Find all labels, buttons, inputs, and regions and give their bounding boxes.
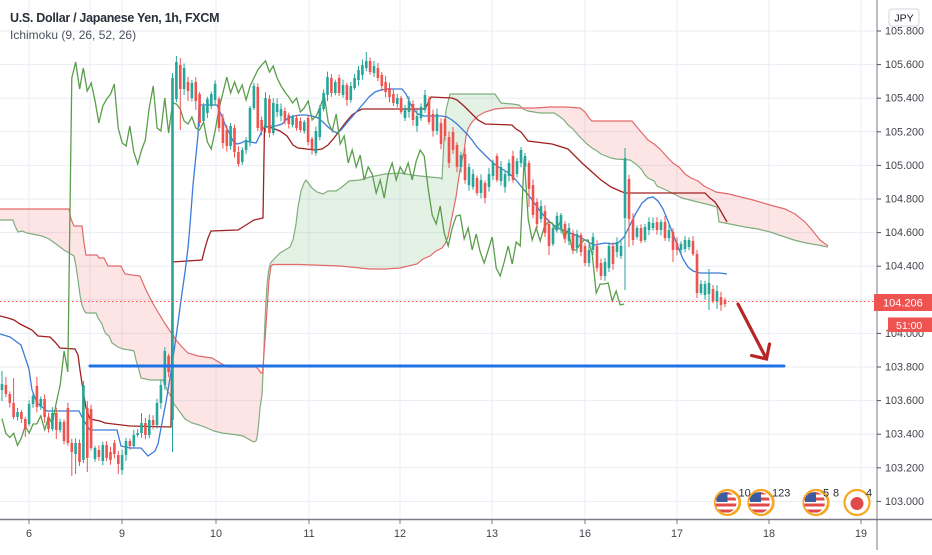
svg-text:105.800: 105.800: [885, 26, 924, 38]
svg-text:105.200: 105.200: [885, 126, 924, 138]
svg-text:17: 17: [671, 528, 683, 540]
svg-text:Ichimoku (9, 26, 52, 26): Ichimoku (9, 26, 52, 26): [10, 28, 136, 42]
svg-text:104.600: 104.600: [885, 227, 924, 239]
svg-text:4: 4: [866, 488, 872, 500]
svg-text:103.600: 103.600: [885, 395, 924, 407]
svg-text:10: 10: [739, 488, 751, 500]
svg-text:103.000: 103.000: [885, 496, 924, 508]
svg-text:103.200: 103.200: [885, 462, 924, 474]
svg-text:123: 123: [772, 488, 790, 500]
svg-text:105.600: 105.600: [885, 59, 924, 71]
svg-text:103.400: 103.400: [885, 429, 924, 441]
svg-text:5: 5: [823, 488, 829, 500]
svg-text:105.000: 105.000: [885, 160, 924, 172]
svg-text:6: 6: [26, 528, 32, 540]
svg-text:103.800: 103.800: [885, 362, 924, 374]
svg-text:12: 12: [394, 528, 406, 540]
svg-text:8: 8: [833, 488, 839, 500]
svg-text:104.400: 104.400: [885, 261, 924, 273]
svg-text:U.S. Dollar / Japanese Yen, 1h: U.S. Dollar / Japanese Yen, 1h, FXCM: [10, 11, 219, 25]
svg-text:11: 11: [303, 528, 314, 540]
svg-text:10: 10: [210, 528, 222, 540]
svg-text:13: 13: [486, 528, 498, 540]
svg-text:9: 9: [119, 528, 125, 540]
svg-text:104.206: 104.206: [883, 298, 923, 310]
svg-text:104.800: 104.800: [885, 194, 924, 206]
svg-text:JPY: JPY: [894, 13, 913, 25]
svg-text:105.400: 105.400: [885, 93, 924, 105]
svg-text:51:00: 51:00: [896, 320, 922, 332]
svg-text:16: 16: [579, 528, 591, 540]
svg-text:19: 19: [855, 528, 867, 540]
svg-text:18: 18: [763, 528, 775, 540]
